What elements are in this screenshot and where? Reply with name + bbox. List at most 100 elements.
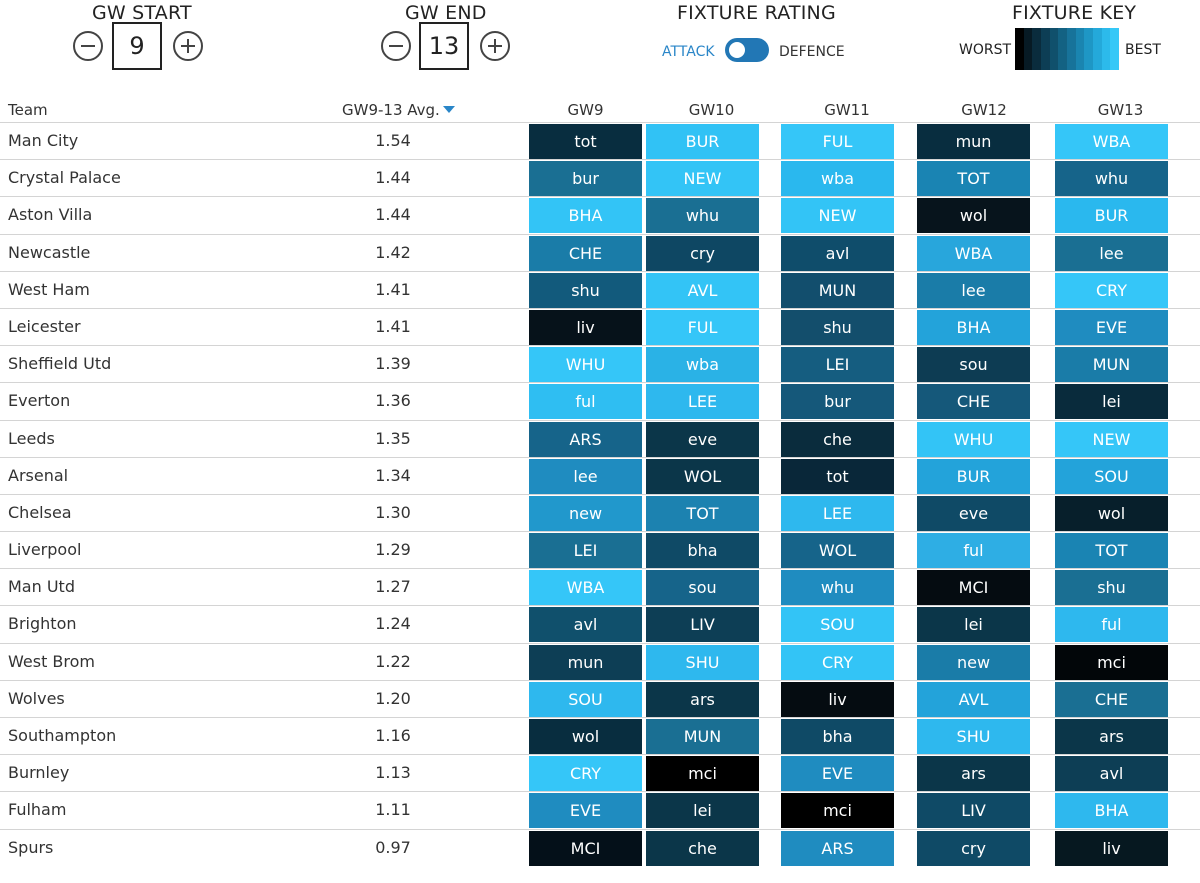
fixture-cell: wol [917, 198, 1030, 234]
fixture-cell: shu [781, 309, 894, 345]
team-column-header[interactable]: Team [8, 101, 48, 119]
fixture-cell: whu [646, 198, 759, 234]
table-row: Newcastle 1.42 CHE cry avl WBA lee [0, 233, 1200, 271]
fixture-cell: LEI [529, 533, 642, 569]
fixture-rating-title: FIXTURE RATING [677, 2, 836, 24]
gw12-header[interactable]: GW12 [961, 101, 1007, 119]
fixture-cell: WBA [917, 235, 1030, 271]
team-name: Fulham [8, 800, 67, 820]
fixture-cell: TOT [917, 161, 1030, 197]
key-swatch [1093, 28, 1102, 70]
team-name: Arsenal [8, 465, 69, 485]
key-swatch [1015, 28, 1024, 70]
key-swatch [1101, 28, 1111, 70]
gw-end-increment-button[interactable] [480, 31, 510, 61]
fixture-cell: mun [917, 124, 1030, 159]
key-swatch [1032, 28, 1042, 70]
team-name: Brighton [8, 614, 77, 634]
fixture-cell: eve [646, 421, 759, 457]
fixture-cell: che [781, 421, 894, 457]
fixture-cell: LEI [781, 347, 894, 383]
team-name: Crystal Palace [8, 168, 121, 188]
avg-rating: 1.41 [375, 279, 411, 299]
avg-rating: 1.20 [375, 688, 411, 708]
gw10-header[interactable]: GW10 [688, 101, 735, 119]
fixture-cell: mci [781, 793, 894, 829]
table-row: West Ham 1.41 shu AVL MUN lee CRY [0, 270, 1200, 308]
attack-label[interactable]: ATTACK [662, 44, 715, 60]
fixture-cell: lei [646, 793, 759, 829]
fixture-key-gradient [1015, 28, 1120, 70]
toggle-knob [729, 42, 745, 58]
fixture-cell: BHA [917, 309, 1030, 345]
fixture-cell: lee [529, 458, 642, 494]
fixture-cell: WOL [646, 458, 759, 494]
avg-rating: 1.41 [375, 316, 411, 336]
fixture-cell: lei [917, 607, 1030, 643]
table-row: Crystal Palace 1.44 bur NEW wba TOT whu [0, 159, 1200, 197]
fixture-cell: ARS [529, 421, 642, 457]
fixture-cell: SOU [1055, 458, 1168, 494]
fixture-cell: BHA [1055, 793, 1168, 829]
fixture-cell: cry [917, 830, 1030, 866]
gw13-header[interactable]: GW13 [1097, 101, 1144, 119]
team-name: Man City [8, 131, 79, 150]
fixture-cell: CHE [529, 235, 642, 271]
avg-column-header-label: GW9-13 Avg. [342, 101, 440, 119]
attack-defence-toggle[interactable] [725, 38, 769, 62]
fixture-cell: SOU [781, 607, 894, 643]
team-name: Spurs [8, 837, 54, 857]
fixture-cell: TOT [1055, 533, 1168, 569]
fixture-cell: whu [781, 570, 894, 606]
fixture-cell: cry [646, 235, 759, 271]
key-worst-label: WORST [959, 42, 1012, 58]
fixture-cell: bur [529, 161, 642, 197]
fixture-cell: avl [529, 607, 642, 643]
fixture-cell: ars [646, 681, 759, 717]
gw-start-value[interactable]: 9 [112, 22, 162, 70]
avg-rating: 1.44 [375, 205, 411, 225]
gw-end-decrement-button[interactable] [381, 31, 411, 61]
gw11-header[interactable]: GW11 [824, 101, 870, 119]
fixture-cell: SOU [529, 681, 642, 717]
fixture-cell: bha [646, 533, 759, 569]
fixture-cell: eve [917, 495, 1030, 531]
team-name: Everton [8, 391, 71, 411]
fixture-cell: SHU [646, 644, 759, 680]
gw-start-decrement-button[interactable] [73, 31, 103, 61]
fixture-cell: NEW [781, 198, 894, 234]
avg-column-header[interactable]: GW9-13 Avg. [342, 101, 455, 119]
fixture-cell: ful [529, 384, 642, 420]
fixture-cell: MUN [646, 719, 759, 754]
team-name: Aston Villa [8, 205, 93, 225]
sort-desc-icon [442, 106, 455, 113]
fixture-cell: avl [1055, 756, 1168, 792]
gw9-header[interactable]: GW9 [567, 101, 604, 119]
fixture-cell: LEE [781, 495, 894, 531]
fixture-cell: lee [917, 272, 1030, 308]
gw-end-value[interactable]: 13 [419, 22, 469, 70]
fixture-cell: new [917, 644, 1030, 680]
avg-rating: 1.54 [375, 131, 411, 150]
fixture-cell: sou [917, 347, 1030, 383]
fixture-cell: wol [1055, 495, 1168, 531]
avg-rating: 1.16 [375, 726, 411, 745]
fixture-cell: LIV [646, 607, 759, 643]
defence-label[interactable]: DEFENCE [779, 44, 845, 60]
gw-start-increment-button[interactable] [173, 31, 203, 61]
team-name: Liverpool [8, 540, 82, 560]
fixture-cell: TOT [646, 495, 759, 531]
fixture-cell: CRY [781, 644, 894, 680]
fixture-cell: whu [1055, 161, 1168, 197]
team-name: West Brom [8, 651, 95, 671]
table-row: Leeds 1.35 ARS eve che WHU NEW [0, 419, 1200, 457]
table-row: Southampton 1.16 wol MUN bha SHU ars [0, 717, 1200, 754]
fixture-cell: BUR [1055, 198, 1168, 234]
key-swatch [1084, 28, 1094, 70]
fixture-cell: avl [781, 235, 894, 271]
table-row: Fulham 1.11 EVE lei mci LIV BHA [0, 791, 1200, 829]
table-row: Everton 1.36 ful LEE bur CHE lei [0, 382, 1200, 420]
fixture-cell: FUL [781, 124, 894, 159]
fixture-cell: MCI [917, 570, 1030, 606]
fixture-cell: MUN [1055, 347, 1168, 383]
